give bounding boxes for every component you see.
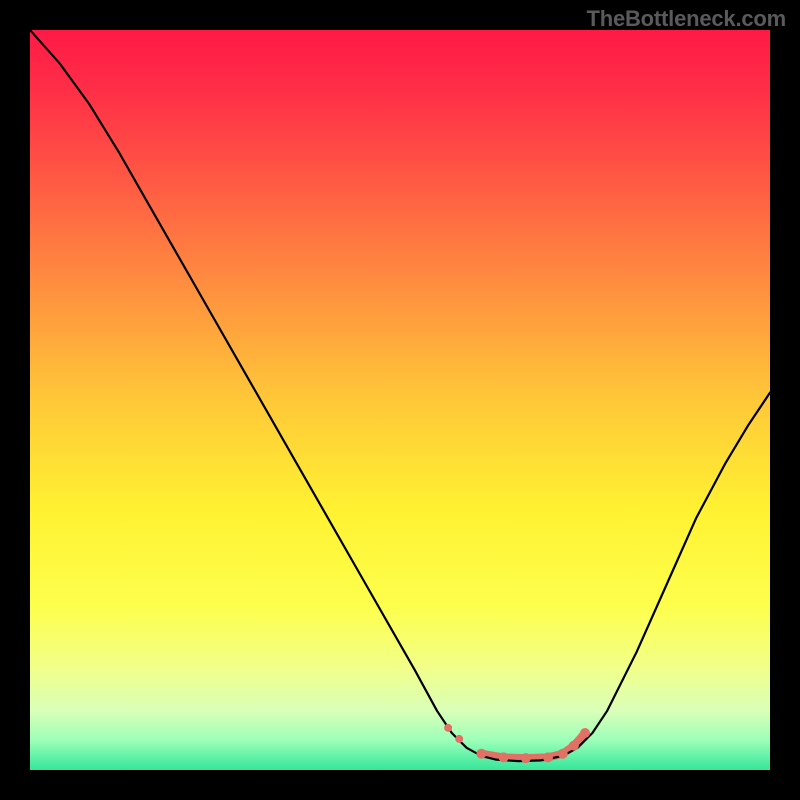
data-marker xyxy=(558,749,568,759)
data-marker xyxy=(580,728,590,738)
data-marker xyxy=(543,752,553,762)
watermark-text: TheBottleneck.com xyxy=(586,6,786,32)
data-marker xyxy=(569,741,579,751)
data-marker xyxy=(521,753,531,763)
chart-svg xyxy=(30,30,770,770)
data-marker xyxy=(455,735,463,743)
data-marker xyxy=(444,724,452,732)
chart-area xyxy=(30,30,770,770)
chart-background xyxy=(30,30,770,770)
data-marker xyxy=(499,752,509,762)
data-marker xyxy=(476,749,486,759)
